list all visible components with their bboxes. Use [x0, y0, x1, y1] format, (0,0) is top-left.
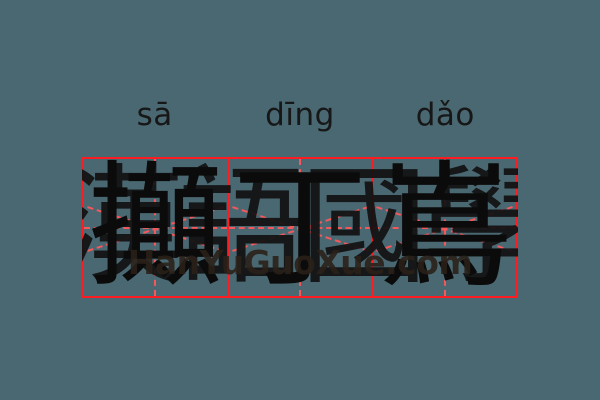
grid-cell-3: 嶌 — [373, 148, 517, 307]
character-grid: 攧 丁 嶌 — [82, 157, 518, 298]
pinyin-cell-1: sā — [82, 92, 227, 138]
pinyin-label-1: sā — [136, 96, 173, 133]
pinyin-label-2: dīng — [265, 96, 335, 133]
character-glyph-2: 丁 — [232, 148, 368, 307]
pinyin-row: sā dīng dǎo — [82, 92, 518, 138]
pinyin-cell-2: dīng — [227, 92, 372, 138]
grid-cell-1: 攧 — [84, 159, 229, 296]
character-glyph-3: 嶌 — [376, 148, 513, 307]
grid-cell-2: 丁 — [228, 148, 374, 307]
pinyin-label-3: dǎo — [415, 96, 475, 133]
character-glyph-1: 攧 — [87, 148, 224, 307]
pinyin-cell-3: dǎo — [373, 92, 518, 138]
